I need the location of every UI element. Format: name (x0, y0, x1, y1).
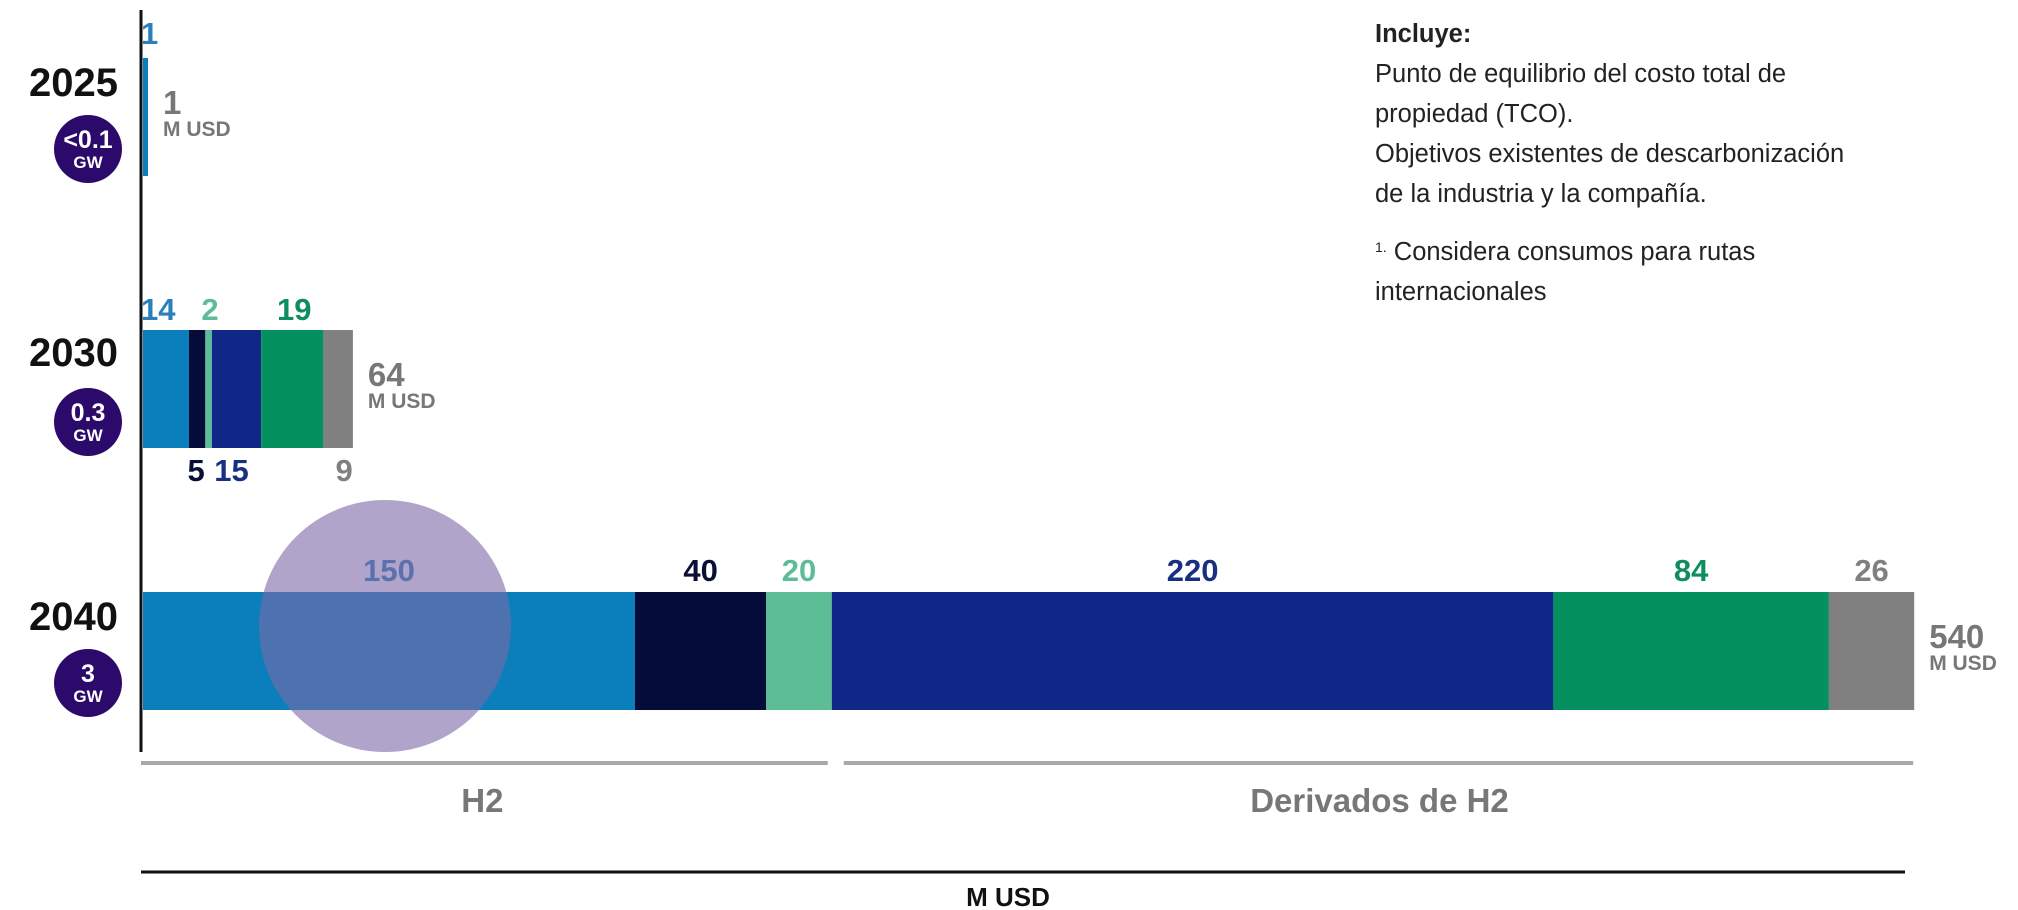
x-axis-label: M USD (966, 882, 1050, 910)
year-label: 2040 (29, 595, 118, 639)
bar-segment (1553, 592, 1829, 710)
data-label: 9 (336, 453, 353, 488)
total-value: 64 (368, 356, 405, 393)
data-label: 5 (187, 453, 204, 488)
total-unit: M USD (368, 390, 436, 413)
capacity-unit: GW (73, 426, 103, 445)
highlight-circle (259, 500, 511, 752)
capacity-unit: GW (73, 153, 103, 172)
bar-segment (1828, 592, 1915, 710)
data-label: 2 (201, 292, 218, 327)
bar-segment (635, 592, 767, 710)
total-unit: M USD (1929, 652, 1997, 675)
capacity-value: 0.3 (71, 399, 106, 427)
footnote-marker: 1. (1375, 239, 1387, 255)
bar-segment (188, 330, 206, 448)
capacity-badge (54, 649, 122, 717)
notes-title: Incluye: (1375, 20, 1472, 48)
group-label: Derivados de H2 (1250, 782, 1509, 819)
bar-segment (831, 592, 1554, 710)
data-label: 40 (683, 553, 717, 588)
total-unit: M USD (163, 118, 231, 141)
bar-segment (323, 330, 353, 448)
notes-line: propiedad (TCO). (1375, 100, 1574, 128)
footnote-line: 1. Considera consumos para rutas (1375, 232, 1935, 272)
data-label: 26 (1854, 553, 1888, 588)
notes-line: de la industria y la compañía. (1375, 180, 1707, 208)
data-label: 15 (214, 453, 248, 488)
capacity-badge (54, 388, 122, 456)
bar-segment (766, 592, 832, 710)
notes-line: Punto de equilibrio del costo total de (1375, 60, 1787, 88)
year-label: 2030 (29, 331, 118, 375)
total-value: 1 (163, 84, 181, 121)
bar-segment (143, 330, 189, 448)
data-label: 1 (141, 16, 158, 51)
capacity-value: <0.1 (63, 126, 112, 154)
data-label: 19 (277, 292, 311, 327)
data-label: 220 (1167, 553, 1219, 588)
data-label: 84 (1674, 553, 1709, 588)
capacity-value: 3 (81, 660, 95, 688)
footnote-line: internacionales (1375, 278, 1547, 306)
group-label: H2 (461, 782, 503, 819)
data-label: 20 (782, 553, 816, 588)
footnote-text: Considera consumos para rutas (1386, 238, 1756, 266)
notes-panel: Incluye: Punto de equilibrio del costo t… (1375, 14, 1935, 312)
capacity-unit: GW (73, 687, 103, 706)
bar-segment (211, 330, 262, 448)
bar-segment (205, 330, 212, 448)
bar-segment (261, 330, 324, 448)
data-label: 14 (141, 292, 176, 327)
bar-segment (143, 58, 148, 176)
capacity-badge (54, 115, 122, 183)
year-label: 2025 (29, 61, 118, 105)
total-value: 540 (1929, 618, 1984, 655)
notes-line: Objetivos existentes de descarbonización (1375, 140, 1845, 168)
